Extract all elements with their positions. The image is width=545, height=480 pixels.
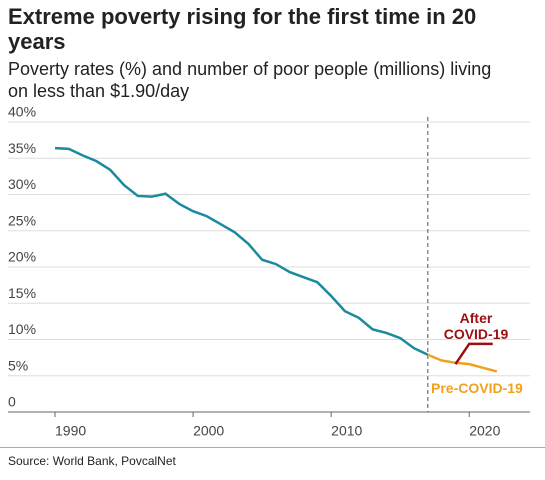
line <box>427 353 498 373</box>
x-tick-label: 2020 <box>469 423 500 439</box>
series-label: Pre-COVID-19 <box>431 380 523 396</box>
y-tick-label: 15% <box>8 285 36 301</box>
chart-subtitle: Poverty rates (%) and number of poor peo… <box>8 59 492 101</box>
y-tick-label: 40% <box>8 104 36 120</box>
y-tick-label: 20% <box>8 249 36 265</box>
source: Source: World Bank, PovcalNet <box>8 454 176 468</box>
x-tick-label: 1990 <box>55 423 86 439</box>
y-tick-label: 35% <box>8 140 36 156</box>
y-tick-label: 5% <box>8 357 28 373</box>
chart-title: Extreme poverty rising for the first tim… <box>8 4 477 54</box>
y-tick-label: 10% <box>8 321 36 337</box>
y-tick-label: 0 <box>8 394 16 410</box>
y-tick-label: 30% <box>8 176 36 192</box>
line <box>54 146 429 356</box>
chart: 0 5% 10% 15% 20% 25% 30% 35% 40% 1990 2000 2010 2020 <box>8 104 530 439</box>
divider <box>0 447 545 448</box>
x-tick-label: 2000 <box>193 423 224 439</box>
series-label: After COVID-19 <box>443 310 509 342</box>
x-tick-label: 2010 <box>331 423 362 439</box>
y-tick-label: 25% <box>8 212 36 228</box>
line <box>454 342 493 365</box>
